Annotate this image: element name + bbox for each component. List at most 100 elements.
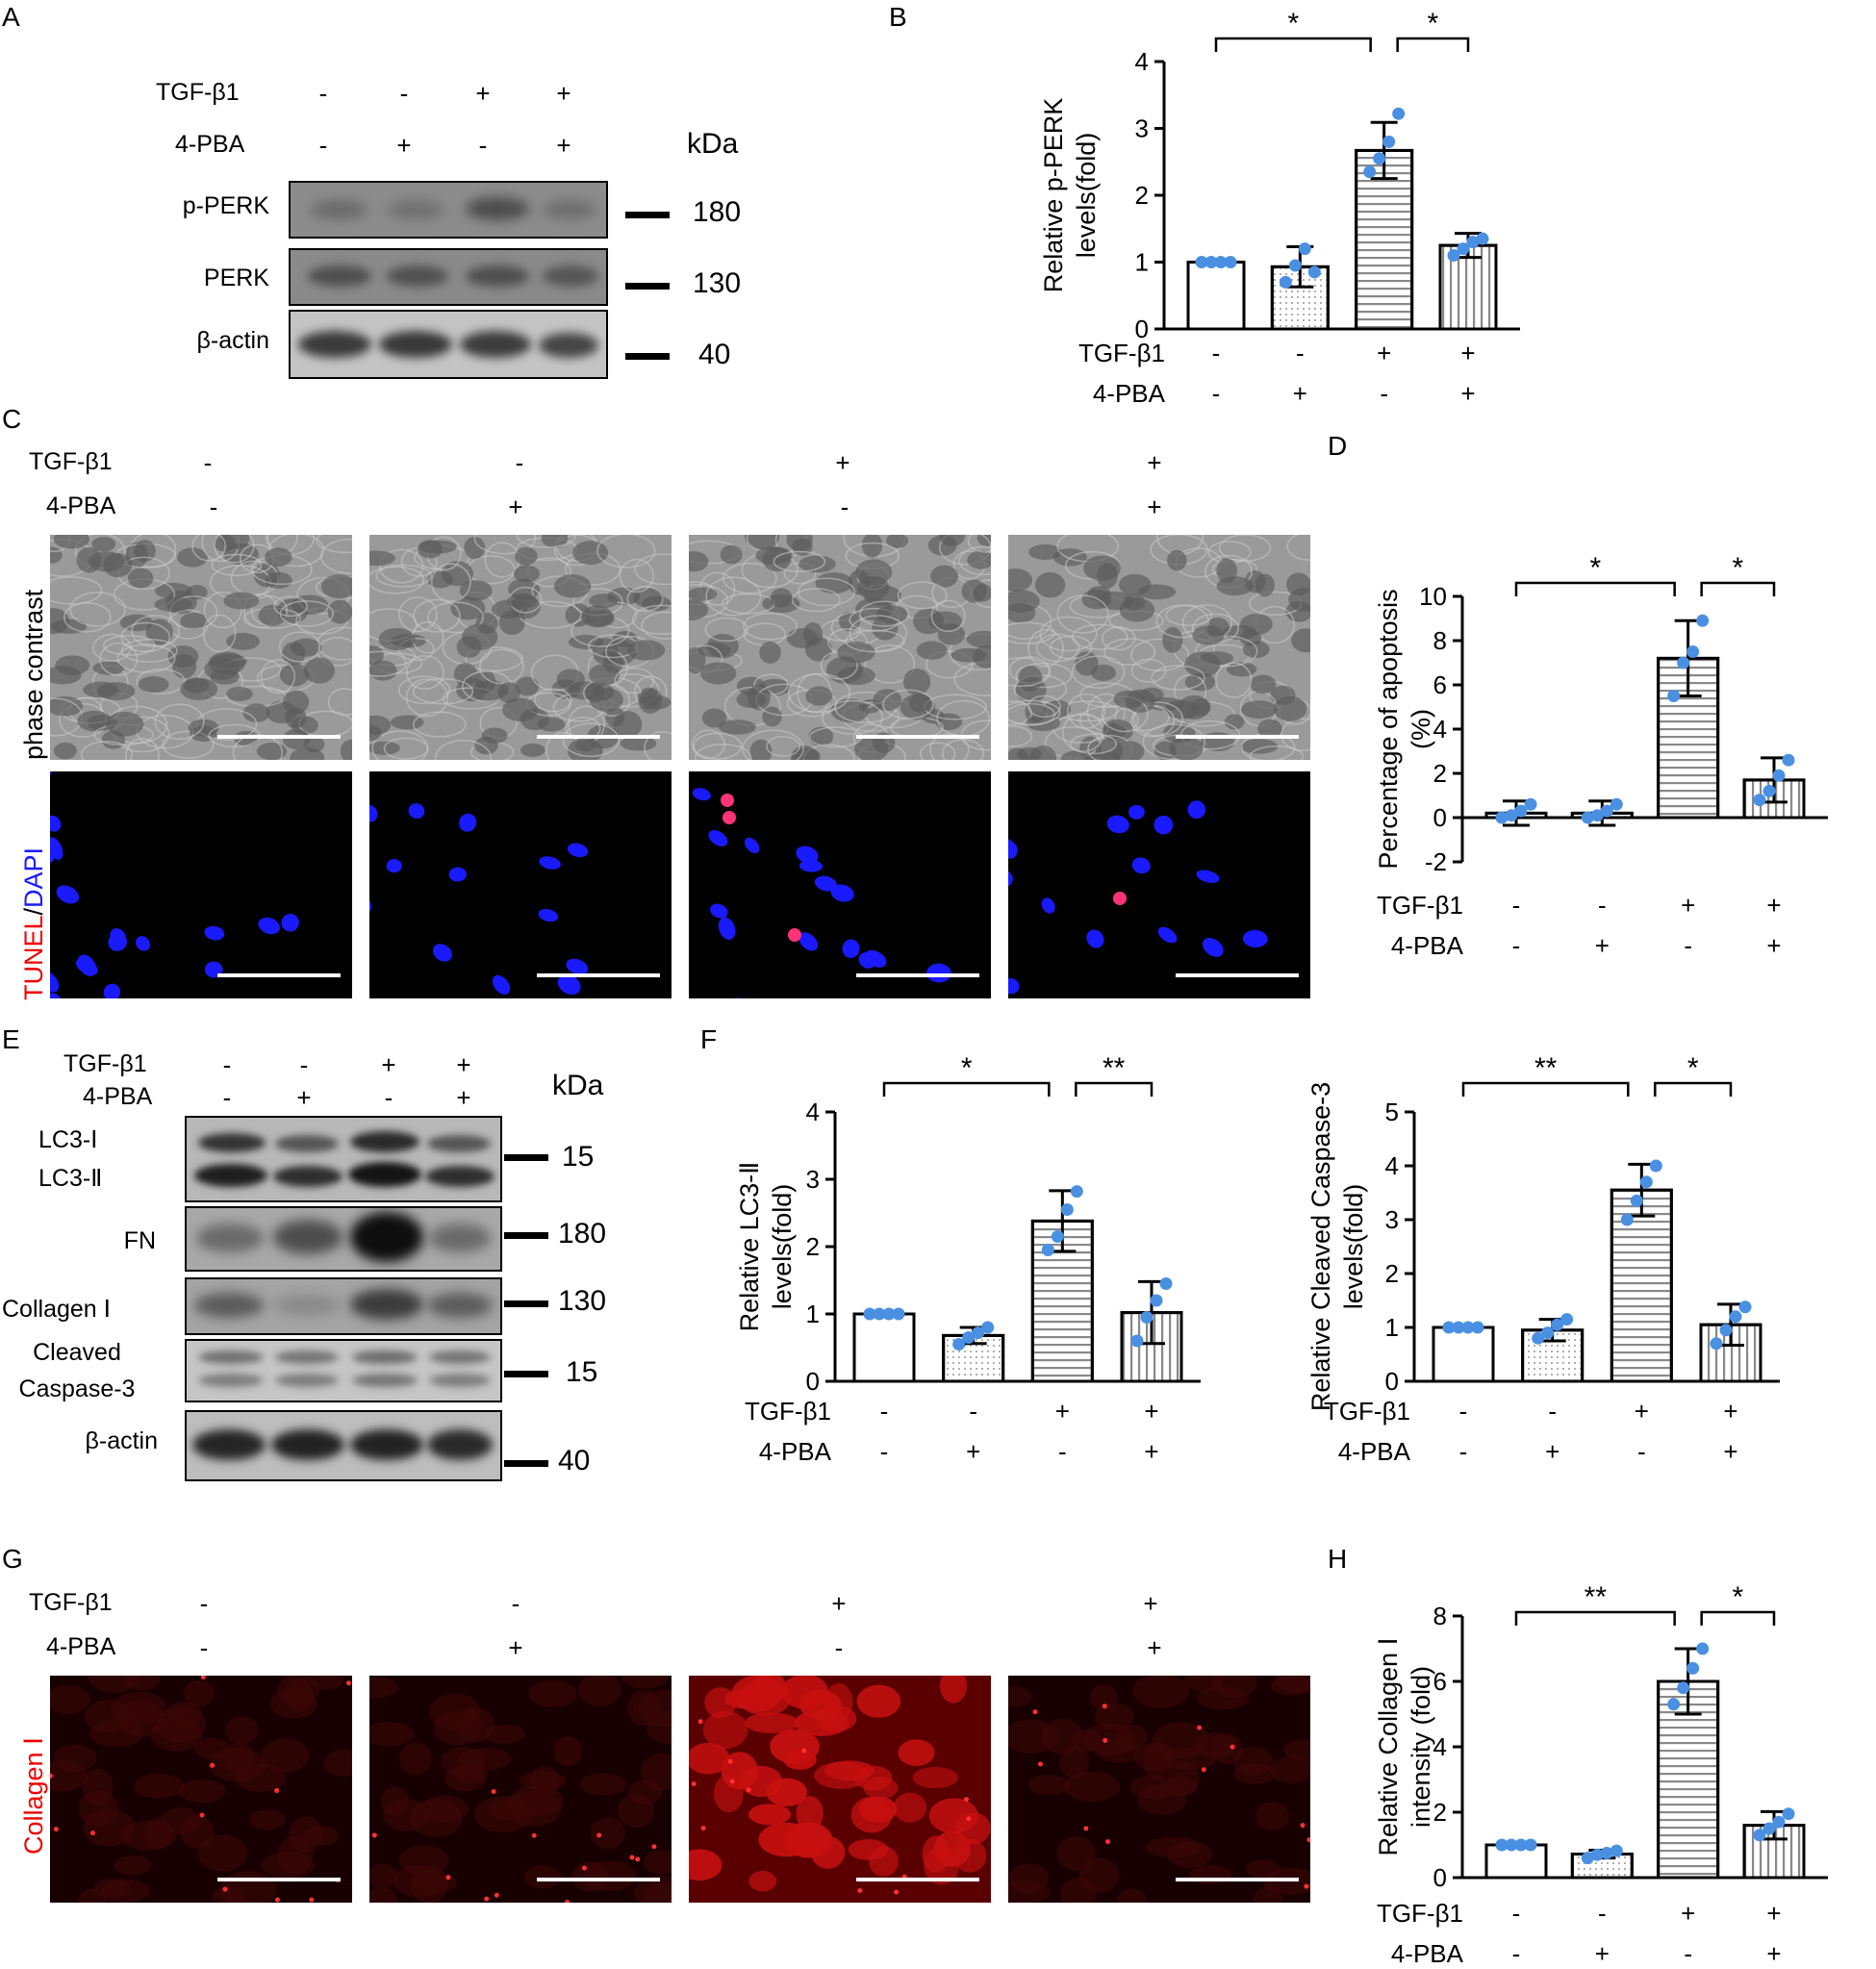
panel-label-f: F	[700, 1024, 718, 1054]
sign: -	[199, 1633, 209, 1662]
data-point	[892, 1307, 905, 1321]
separator: /	[19, 907, 48, 916]
kda-value: 180	[693, 196, 742, 228]
collagen-image	[689, 1676, 991, 1903]
size-marker	[625, 212, 670, 218]
condition-sign: -	[1512, 931, 1521, 960]
data-point	[1600, 1847, 1613, 1859]
sign: -	[299, 1050, 309, 1079]
data-point	[1159, 1277, 1173, 1290]
significance-label: **	[1584, 1581, 1608, 1613]
panel-label-g: G	[2, 1544, 23, 1574]
data-point	[1471, 1321, 1484, 1334]
data-point	[1639, 1175, 1653, 1189]
condition-sign: -	[1512, 1939, 1521, 1968]
data-point	[972, 1326, 985, 1340]
data-point	[1753, 1829, 1766, 1842]
significance-label: *	[1732, 1581, 1743, 1613]
kda-value: 40	[558, 1445, 591, 1477]
sign: +	[1147, 492, 1162, 521]
condition-sign: +	[1766, 891, 1781, 920]
tunel-image	[369, 771, 672, 998]
condition-sign: +	[1681, 1899, 1695, 1928]
data-point	[1476, 232, 1489, 245]
condition-sign: +	[1595, 931, 1610, 960]
panel-label-h: H	[1328, 1544, 1348, 1574]
condition-label-pba: 4-PBA	[46, 492, 116, 519]
y-tick-label: 0	[1135, 315, 1149, 343]
significance-bracket	[1514, 1610, 1676, 1626]
chart-b: 0 1 2 3 4 Relative p-PERK levels(fold) * * TGF-β1…	[1039, 8, 1520, 408]
sign: +	[456, 1050, 471, 1079]
size-marker	[625, 353, 670, 360]
bar	[1186, 261, 1246, 331]
data-point	[1288, 259, 1302, 272]
y-tick-label: 4	[1385, 1151, 1399, 1180]
sign: +	[508, 492, 523, 521]
data-point	[1667, 1698, 1681, 1711]
blot-p-perk	[289, 181, 608, 239]
condition-label: TGF-β1	[1078, 339, 1165, 367]
sign: -	[203, 448, 213, 477]
significance-label: *	[1427, 8, 1438, 39]
data-point	[962, 1331, 976, 1344]
y-tick-label: 0	[806, 1367, 820, 1396]
condition-label-tgf: TGF-β1	[63, 1050, 147, 1077]
sign: +	[831, 1589, 847, 1618]
condition-sign: +	[1635, 1397, 1649, 1426]
y-tick-label: 2	[1433, 1798, 1447, 1827]
bar	[1610, 1188, 1673, 1383]
sign: -	[840, 492, 849, 521]
kda-header: kDa	[552, 1070, 604, 1101]
blot-label-lc3-i: LC3-Ⅰ	[38, 1126, 98, 1153]
panel-label-a: A	[2, 2, 20, 32]
condition-label-tgf: TGF-β1	[156, 79, 240, 106]
phase-image	[1008, 535, 1310, 760]
sign: +	[381, 1050, 396, 1079]
y-tick-label: 8	[1433, 1602, 1447, 1630]
data-point	[1495, 811, 1508, 824]
kda-value: 15	[566, 1356, 598, 1388]
y-tick-label: 10	[1419, 582, 1447, 611]
data-point	[1630, 1194, 1643, 1207]
phase-image	[50, 535, 352, 760]
y-tick-label: 3	[1135, 114, 1149, 143]
condition-label: 4-PBA	[759, 1437, 832, 1466]
scale-bar	[1176, 1878, 1299, 1881]
row-label-collagen-i: Collagen Ⅰ	[19, 1736, 48, 1855]
significance-bracket	[1654, 1081, 1733, 1097]
y-tick-label: 4	[1135, 47, 1149, 76]
panel-label-e: E	[2, 1024, 20, 1054]
data-point	[1041, 1244, 1054, 1256]
condition-sign: -	[1684, 931, 1692, 960]
significance-label: *	[1589, 552, 1601, 584]
data-point	[1590, 1848, 1604, 1861]
scale-bar	[1176, 735, 1299, 739]
condition-sign: +	[1545, 1437, 1559, 1466]
condition-sign: +	[1293, 379, 1307, 408]
significance-label: *	[961, 1052, 973, 1084]
data-point	[1729, 1310, 1742, 1324]
sign: -	[222, 1050, 232, 1079]
condition-label: TGF-β1	[745, 1397, 831, 1426]
condition-sign: -	[1459, 1437, 1468, 1466]
y-tick-label: 3	[1385, 1205, 1399, 1234]
bar	[1484, 1843, 1548, 1880]
data-point	[1150, 1294, 1163, 1307]
condition-label-tgf: TGF-β1	[29, 1589, 113, 1616]
sign: +	[1147, 448, 1162, 477]
data-point	[1762, 1822, 1776, 1835]
data-point	[1514, 804, 1528, 818]
condition-label-pba: 4-PBA	[46, 1633, 116, 1660]
y-axis-label: Relative Cleaved Caspase-3 levels(fold)	[1306, 1082, 1368, 1411]
tunel-image	[50, 771, 352, 998]
condition-sign: -	[1512, 891, 1521, 920]
y-tick-label: 2	[1135, 181, 1149, 210]
condition-sign: -	[1380, 379, 1388, 408]
kda-value: 15	[562, 1141, 595, 1173]
data-point	[1524, 797, 1537, 811]
y-tick-label: 6	[1433, 670, 1447, 699]
condition-sign: -	[1684, 1939, 1692, 1968]
